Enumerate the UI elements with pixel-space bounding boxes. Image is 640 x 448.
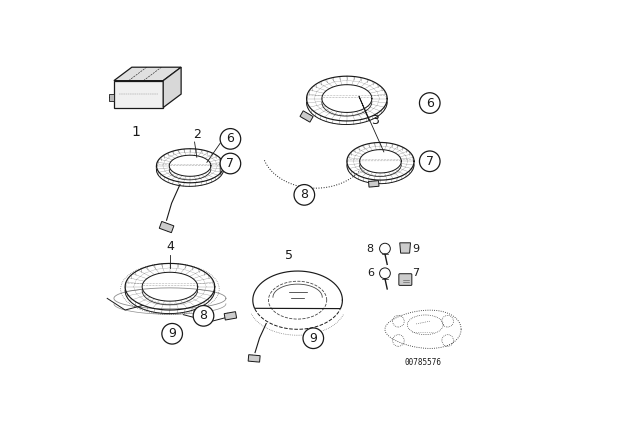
Text: 6: 6	[227, 132, 234, 146]
Text: 9: 9	[412, 244, 419, 254]
Polygon shape	[369, 181, 379, 187]
Text: 7: 7	[412, 268, 419, 278]
Polygon shape	[163, 67, 181, 108]
FancyBboxPatch shape	[399, 274, 412, 285]
Polygon shape	[114, 67, 181, 81]
Text: 8: 8	[200, 309, 207, 323]
Polygon shape	[400, 243, 410, 253]
Text: 8: 8	[300, 188, 308, 202]
Polygon shape	[109, 94, 114, 101]
Circle shape	[220, 153, 241, 174]
Polygon shape	[248, 355, 260, 362]
Circle shape	[419, 93, 440, 113]
Circle shape	[294, 185, 315, 205]
Polygon shape	[114, 81, 163, 108]
Text: 00785576: 00785576	[404, 358, 442, 367]
Circle shape	[193, 306, 214, 326]
Text: 7: 7	[227, 157, 234, 170]
Text: 3: 3	[371, 114, 380, 128]
Text: 6: 6	[367, 268, 374, 278]
Text: 2: 2	[193, 128, 201, 141]
Text: 6: 6	[426, 96, 434, 110]
Text: 4: 4	[166, 240, 174, 253]
Circle shape	[162, 323, 182, 344]
Text: 7: 7	[426, 155, 434, 168]
Text: 8: 8	[367, 244, 374, 254]
Circle shape	[419, 151, 440, 172]
Text: 9: 9	[309, 332, 317, 345]
Text: 5: 5	[285, 249, 292, 262]
Polygon shape	[224, 312, 237, 320]
Polygon shape	[300, 111, 313, 122]
Circle shape	[220, 129, 241, 149]
Text: 1: 1	[132, 125, 141, 139]
Circle shape	[303, 328, 324, 349]
Text: 9: 9	[168, 327, 176, 340]
Polygon shape	[159, 221, 174, 233]
